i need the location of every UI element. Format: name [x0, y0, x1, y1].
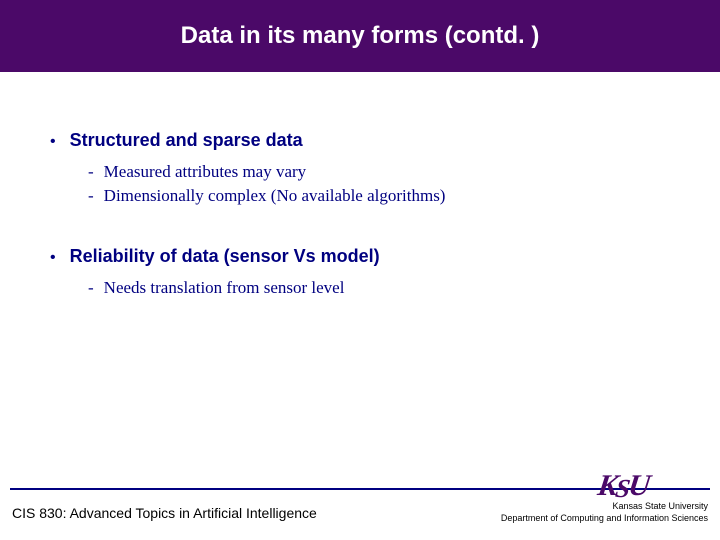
sub-text: Needs translation from sensor level — [104, 278, 345, 298]
bullet-marker: • — [50, 246, 56, 270]
sub-text: Measured attributes may vary — [104, 162, 307, 182]
bullet-marker: • — [50, 130, 56, 154]
title-bar: Data in its many forms (contd. ) — [0, 0, 720, 72]
sub-item: - Dimensionally complex (No available al… — [88, 186, 670, 206]
bullet-item: • Structured and sparse data — [50, 130, 670, 154]
sub-text: Dimensionally complex (No available algo… — [104, 186, 446, 206]
sub-marker: - — [88, 278, 94, 298]
department-name: Department of Computing and Information … — [501, 513, 708, 525]
bullet-item: • Reliability of data (sensor Vs model) — [50, 246, 670, 270]
footer-right: KSU Kansas State University Department o… — [501, 501, 708, 524]
content-area: • Structured and sparse data - Measured … — [0, 72, 720, 298]
footer: CIS 830: Advanced Topics in Artificial I… — [0, 492, 720, 540]
sub-marker: - — [88, 186, 94, 206]
course-label: CIS 830: Advanced Topics in Artificial I… — [12, 505, 317, 521]
university-name: Kansas State University — [501, 501, 708, 513]
bullet-heading: Structured and sparse data — [70, 130, 303, 151]
bullet-heading: Reliability of data (sensor Vs model) — [70, 246, 380, 267]
slide-title: Data in its many forms (contd. ) — [181, 22, 540, 50]
sub-item: - Measured attributes may vary — [88, 162, 670, 182]
ksu-logo: KSU — [595, 469, 650, 503]
sub-marker: - — [88, 162, 94, 182]
sub-item: - Needs translation from sensor level — [88, 278, 670, 298]
